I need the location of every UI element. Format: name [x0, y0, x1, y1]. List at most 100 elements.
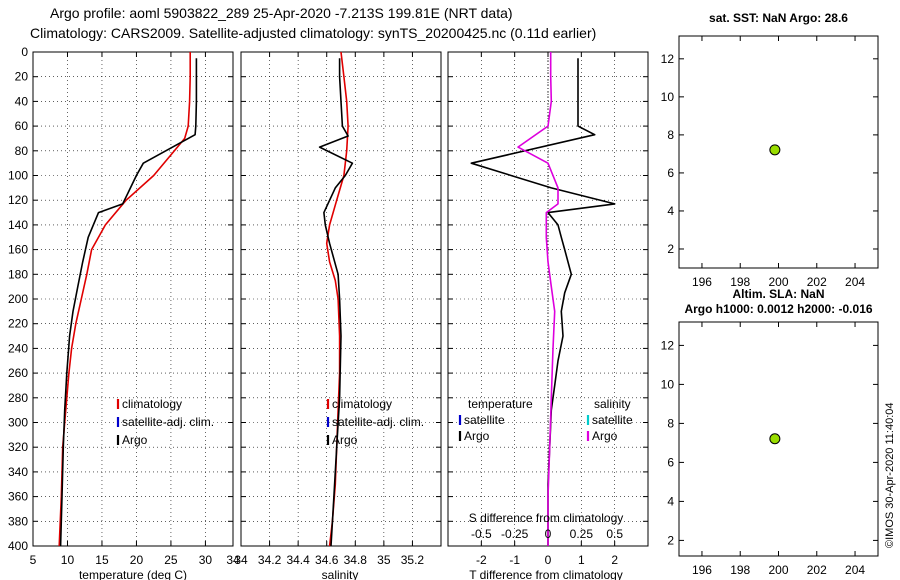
altim-sla-ytick-label: 2	[667, 533, 674, 547]
temperature-xtick-label: 15	[95, 553, 109, 567]
depth-tick-label: 40	[15, 94, 29, 108]
difference-xlabel2: S difference from climatology	[469, 511, 624, 525]
temperature-series-Argo	[59, 58, 198, 547]
depth-tick-label: 80	[15, 144, 29, 158]
sat-sst-xtick-label: 200	[768, 275, 788, 289]
salinity-legend-satellite-label: satellite-adj. clim.	[332, 415, 424, 429]
salinity-series-Argo	[318, 58, 354, 547]
depth-tick-label: 280	[8, 391, 28, 405]
temperature-xlabel: temperature (deg C)	[79, 568, 187, 580]
difference-xtick2-label: -0.5	[471, 527, 492, 541]
salinity-legend-climatology-label: climatology	[332, 397, 392, 411]
sat-sst-title: sat. SST: NaN Argo: 28.6	[709, 11, 848, 25]
header-line1: Argo profile: aoml 5903822_289 25-Apr-20…	[50, 5, 513, 21]
altim-sla-point	[769, 433, 781, 445]
altim-sla-xtick-label: 200	[768, 563, 788, 577]
temperature-legend-climatology-label: climatology	[122, 397, 182, 411]
salinity-xtick-label: 34.6	[315, 553, 339, 567]
difference-xtick-label: -1	[509, 553, 520, 567]
sat-sst-xtick-label: 202	[807, 275, 827, 289]
salinity-xtick-label: 34.2	[258, 553, 282, 567]
salinity-legend-argo-label: Argo	[332, 433, 358, 447]
altim-sla-xtick-label: 204	[845, 563, 865, 577]
difference-xtick-label: 0	[545, 553, 552, 567]
sat-sst-ytick-label: 10	[661, 90, 675, 104]
depth-tick-label: 400	[8, 539, 28, 553]
difference-legend-salinity-title: salinity	[594, 397, 631, 411]
difference-xlabel: T difference from climatology	[469, 568, 623, 580]
depth-tick-label: 240	[8, 341, 28, 355]
depth-tick-label: 140	[8, 218, 28, 232]
depth-tick-label: 20	[15, 70, 29, 84]
difference-legend-temperature-satellite-label: satellite	[464, 413, 505, 427]
salinity-xtick-label: 35.2	[401, 553, 425, 567]
depth-tick-label: 120	[8, 193, 28, 207]
altim-sla-ytick-label: 6	[667, 455, 674, 469]
altim-sla-xtick-label: 198	[730, 563, 750, 577]
depth-tick-label: 60	[15, 119, 29, 133]
depth-tick-label: 320	[8, 440, 28, 454]
timestamp-label: ©IMOS 30-Apr-2020 11:40:04	[884, 403, 896, 548]
sat-sst-ytick-label: 8	[667, 128, 674, 142]
salinity-xtick-label: 34.4	[286, 553, 310, 567]
temperature-xtick-label: 5	[30, 553, 37, 567]
difference-xtick-label: 1	[578, 553, 585, 567]
depth-tick-label: 260	[8, 366, 28, 380]
salinity-xlabel: salinity	[322, 568, 359, 580]
temperature-legend-argo-label: Argo	[122, 433, 148, 447]
depth-tick-label: 200	[8, 292, 28, 306]
depth-tick-label: 160	[8, 243, 28, 257]
sat-sst-xtick-label: 196	[692, 275, 712, 289]
salinity-xtick-label: 35	[377, 553, 391, 567]
sat-sst-chart: 2 4 6 8 10 12 196 198 200 202 204 sat. SST: NaN Arg…	[661, 11, 879, 289]
depth-tick-label: 220	[8, 317, 28, 331]
depth-tick-label: 380	[8, 514, 28, 528]
salinity-xtick-label: 34	[234, 553, 248, 567]
temperature-legend-satellite-label: satellite-adj. clim.	[122, 415, 214, 429]
depth-tick-label: 340	[8, 465, 28, 479]
altim-sla-xtick-label: 196	[692, 563, 712, 577]
difference-xtick-label: 2	[611, 553, 618, 567]
altim-sla-ytick-label: 10	[661, 377, 675, 391]
altim-sla-subtitle: Argo h1000: 0.0012 h2000: -0.016	[684, 302, 872, 316]
sat-sst-ytick-label: 6	[667, 166, 674, 180]
altim-sla-title: Altim. SLA: NaN	[732, 287, 824, 301]
difference-chart: -2 -1 0 1 2T difference from climatology S di…	[447, 51, 649, 580]
temperature-chart: 5 10 15 20 25 30 34020406080100120140160180200…	[8, 45, 240, 580]
altim-sla-ytick-label: 4	[667, 494, 674, 508]
temperature-xtick-label: 20	[130, 553, 144, 567]
difference-legend-temperature-argo-label: Argo	[464, 429, 490, 443]
difference-xtick2-label: -0.25	[501, 527, 529, 541]
sat-sst-point	[769, 144, 781, 156]
difference-xtick-label: -2	[476, 553, 487, 567]
sat-sst-ytick-label: 4	[667, 204, 674, 218]
sat-sst-xtick-label: 198	[730, 275, 750, 289]
salinity-xtick-label: 34.8	[344, 553, 368, 567]
depth-tick-label: 180	[8, 267, 28, 281]
depth-tick-label: 360	[8, 490, 28, 504]
difference-legend-salinity-satellite-label: satellite	[592, 413, 633, 427]
temperature-xtick-label: 10	[61, 553, 75, 567]
altim-sla-ytick-label: 12	[661, 338, 675, 352]
sat-sst-ytick-label: 12	[661, 52, 675, 66]
temperature-xtick-label: 34	[226, 553, 240, 567]
depth-tick-label: 300	[8, 416, 28, 430]
temperature-xtick-label: 25	[164, 553, 178, 567]
depth-tick-label: 100	[8, 169, 28, 183]
difference-xtick2-label: 0.25	[570, 527, 594, 541]
header-line2: Climatology: CARS2009. Satellite-adjuste…	[30, 25, 596, 41]
difference-series-temperature-Argo	[470, 58, 616, 546]
temperature-xtick-label: 30	[199, 553, 213, 567]
difference-legend-temperature-title: temperature	[468, 397, 533, 411]
sat-sst-ytick-label: 2	[667, 242, 674, 256]
sat-sst-xtick-label: 204	[845, 275, 865, 289]
depth-tick-label: 0	[21, 45, 28, 59]
temperature-series-climatology	[58, 52, 191, 547]
salinity-chart: 34 34.2 34.4 34.6 34.8 35 35.2 salinity climatol…	[234, 51, 442, 580]
altim-sla-chart: 2 4 6 8 10 12 196 198 200 202 204 Altim. SLA: NaNAr…	[661, 287, 879, 577]
difference-xtick2-label: 0.5	[606, 527, 623, 541]
altim-sla-ytick-label: 8	[667, 416, 674, 430]
difference-series-salinity-Argo	[517, 52, 559, 546]
difference-legend-salinity-argo-label: Argo	[592, 429, 618, 443]
